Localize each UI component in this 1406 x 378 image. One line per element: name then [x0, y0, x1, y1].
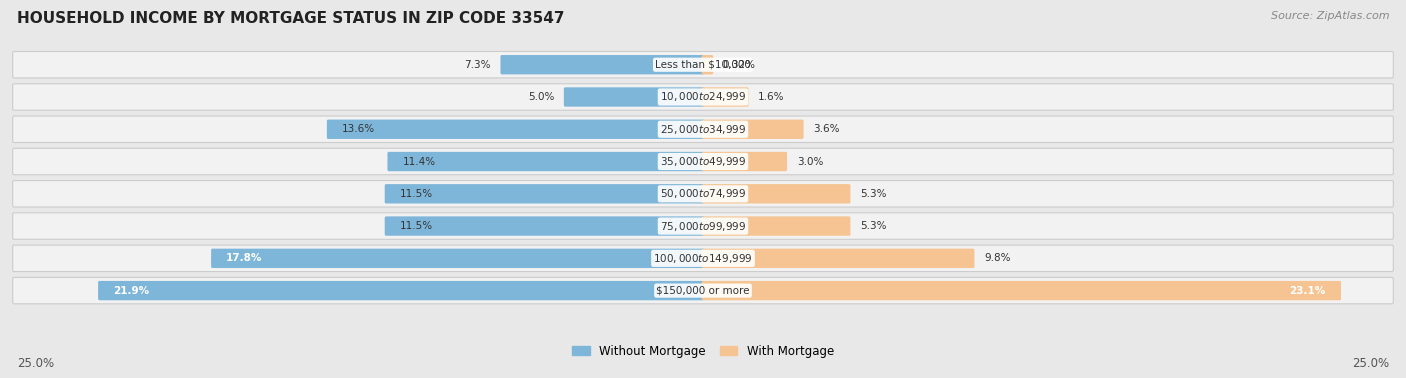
Text: 5.0%: 5.0%: [527, 92, 554, 102]
Text: HOUSEHOLD INCOME BY MORTGAGE STATUS IN ZIP CODE 33547: HOUSEHOLD INCOME BY MORTGAGE STATUS IN Z…: [17, 11, 564, 26]
FancyBboxPatch shape: [13, 116, 1393, 143]
Text: 11.5%: 11.5%: [399, 221, 433, 231]
FancyBboxPatch shape: [702, 216, 851, 236]
FancyBboxPatch shape: [388, 152, 704, 171]
FancyBboxPatch shape: [702, 55, 713, 74]
FancyBboxPatch shape: [501, 55, 704, 74]
Text: 9.8%: 9.8%: [984, 253, 1011, 263]
Text: 3.6%: 3.6%: [813, 124, 839, 134]
Text: 3.0%: 3.0%: [797, 156, 823, 167]
Text: 11.4%: 11.4%: [402, 156, 436, 167]
Text: 23.1%: 23.1%: [1289, 286, 1326, 296]
FancyBboxPatch shape: [702, 119, 804, 139]
Text: $10,000 to $24,999: $10,000 to $24,999: [659, 90, 747, 104]
Text: 11.5%: 11.5%: [399, 189, 433, 199]
FancyBboxPatch shape: [326, 119, 704, 139]
FancyBboxPatch shape: [564, 87, 704, 107]
FancyBboxPatch shape: [702, 249, 974, 268]
Text: $50,000 to $74,999: $50,000 to $74,999: [659, 187, 747, 200]
Legend: Without Mortgage, With Mortgage: Without Mortgage, With Mortgage: [567, 340, 839, 362]
FancyBboxPatch shape: [13, 245, 1393, 271]
Text: $75,000 to $99,999: $75,000 to $99,999: [659, 220, 747, 232]
FancyBboxPatch shape: [702, 281, 1341, 300]
Text: $35,000 to $49,999: $35,000 to $49,999: [659, 155, 747, 168]
FancyBboxPatch shape: [13, 277, 1393, 304]
FancyBboxPatch shape: [13, 148, 1393, 175]
Text: 5.3%: 5.3%: [860, 189, 887, 199]
Text: 7.3%: 7.3%: [464, 60, 491, 70]
Text: $100,000 to $149,999: $100,000 to $149,999: [654, 252, 752, 265]
Text: Source: ZipAtlas.com: Source: ZipAtlas.com: [1271, 11, 1389, 21]
FancyBboxPatch shape: [98, 281, 704, 300]
Text: 13.6%: 13.6%: [342, 124, 375, 134]
FancyBboxPatch shape: [385, 216, 704, 236]
FancyBboxPatch shape: [702, 152, 787, 171]
Text: 1.6%: 1.6%: [758, 92, 785, 102]
FancyBboxPatch shape: [211, 249, 704, 268]
Text: 25.0%: 25.0%: [17, 358, 53, 370]
Text: Less than $10,000: Less than $10,000: [655, 60, 751, 70]
Text: 21.9%: 21.9%: [114, 286, 149, 296]
Text: 25.0%: 25.0%: [1353, 358, 1389, 370]
Text: 0.32%: 0.32%: [723, 60, 756, 70]
Text: 5.3%: 5.3%: [860, 221, 887, 231]
Text: $25,000 to $34,999: $25,000 to $34,999: [659, 123, 747, 136]
FancyBboxPatch shape: [13, 213, 1393, 239]
FancyBboxPatch shape: [13, 181, 1393, 207]
Text: $150,000 or more: $150,000 or more: [657, 286, 749, 296]
Text: 17.8%: 17.8%: [226, 253, 263, 263]
FancyBboxPatch shape: [13, 51, 1393, 78]
FancyBboxPatch shape: [702, 184, 851, 203]
FancyBboxPatch shape: [385, 184, 704, 203]
FancyBboxPatch shape: [13, 84, 1393, 110]
FancyBboxPatch shape: [702, 87, 748, 107]
